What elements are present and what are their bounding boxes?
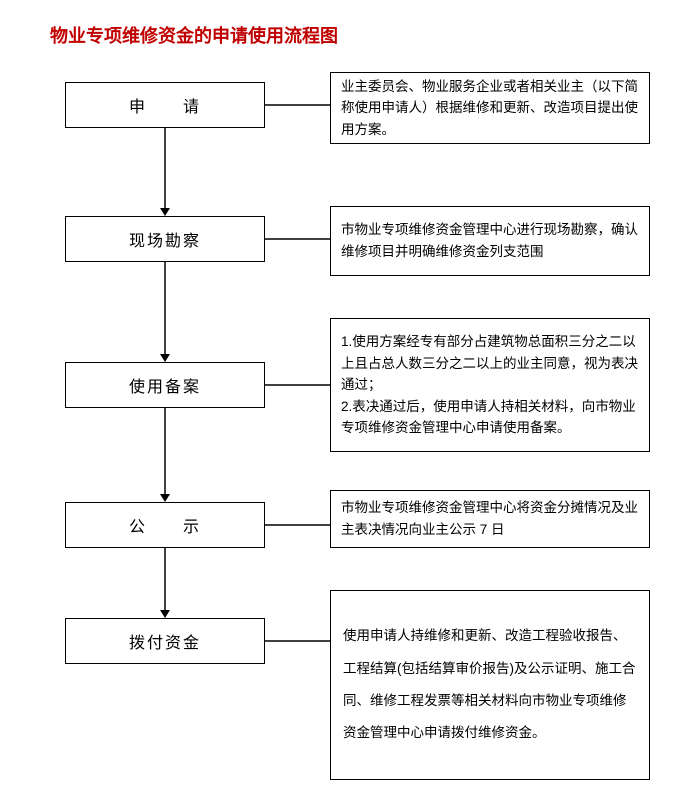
desc-s5: 使用申请人持维修和更新、改造工程验收报告、工程结算(包括结算审价报告)及公示证明… — [330, 590, 650, 780]
desc-s3: 1.使用方案经专有部分占建筑物总面积三分之二以上且占总人数三分之二以上的业主同意… — [330, 318, 650, 452]
desc-s1: 业主委员会、物业服务企业或者相关业主（以下简称使用申请人）根据维修和更新、改造项… — [330, 72, 650, 144]
step-s4: 公 示 — [65, 502, 265, 548]
step-s1: 申 请 — [65, 82, 265, 128]
step-s2: 现场勘察 — [65, 216, 265, 262]
step-s5: 拨付资金 — [65, 618, 265, 664]
step-s3: 使用备案 — [65, 362, 265, 408]
desc-s4: 市物业专项维修资金管理中心将资金分摊情况及业主表决情况向业主公示 7 日 — [330, 490, 650, 548]
desc-s2: 市物业专项维修资金管理中心进行现场勘察，确认维修项目并明确维修资金列支范围 — [330, 206, 650, 276]
page-title: 物业专项维修资金的申请使用流程图 — [50, 22, 338, 48]
